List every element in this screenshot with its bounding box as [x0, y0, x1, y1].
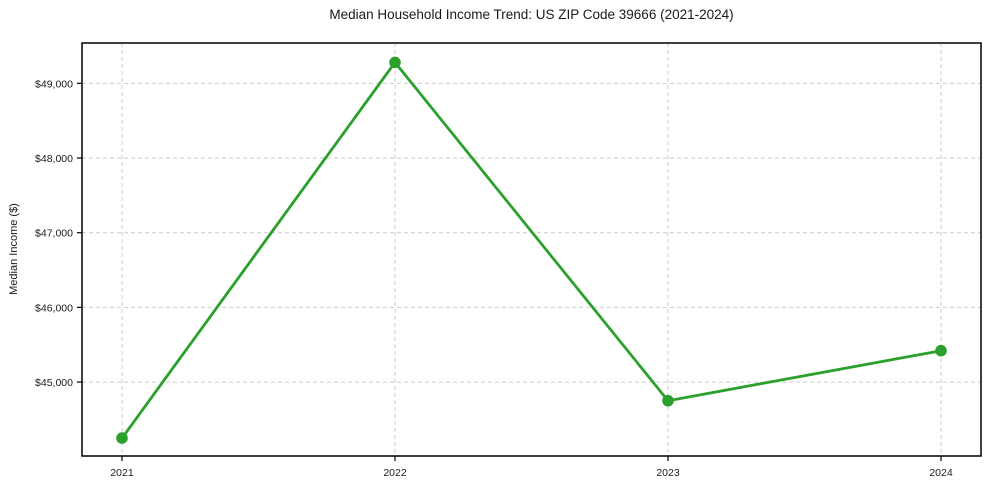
y-tick-label: $47,000	[35, 228, 73, 240]
y-tick-label: $48,000	[35, 153, 73, 165]
data-point-2024	[935, 344, 947, 357]
x-tick-label: 2023	[656, 467, 680, 479]
x-tick-label: 2022	[383, 467, 407, 479]
plot-border	[81, 42, 982, 457]
data-point-2021	[116, 432, 128, 444]
x-tick-label: 2021	[110, 467, 134, 479]
data-point-2023	[662, 394, 674, 407]
chart-title: Median Household Income Trend: US ZIP Co…	[329, 7, 734, 22]
income-trend-line	[120, 61, 943, 440]
y-tick-label: $49,000	[35, 78, 73, 90]
y-tick-label: $46,000	[35, 302, 73, 314]
data-point-2022	[389, 56, 401, 69]
x-tick-label: 2024	[929, 467, 953, 479]
y-tick-label: $45,000	[35, 377, 73, 389]
